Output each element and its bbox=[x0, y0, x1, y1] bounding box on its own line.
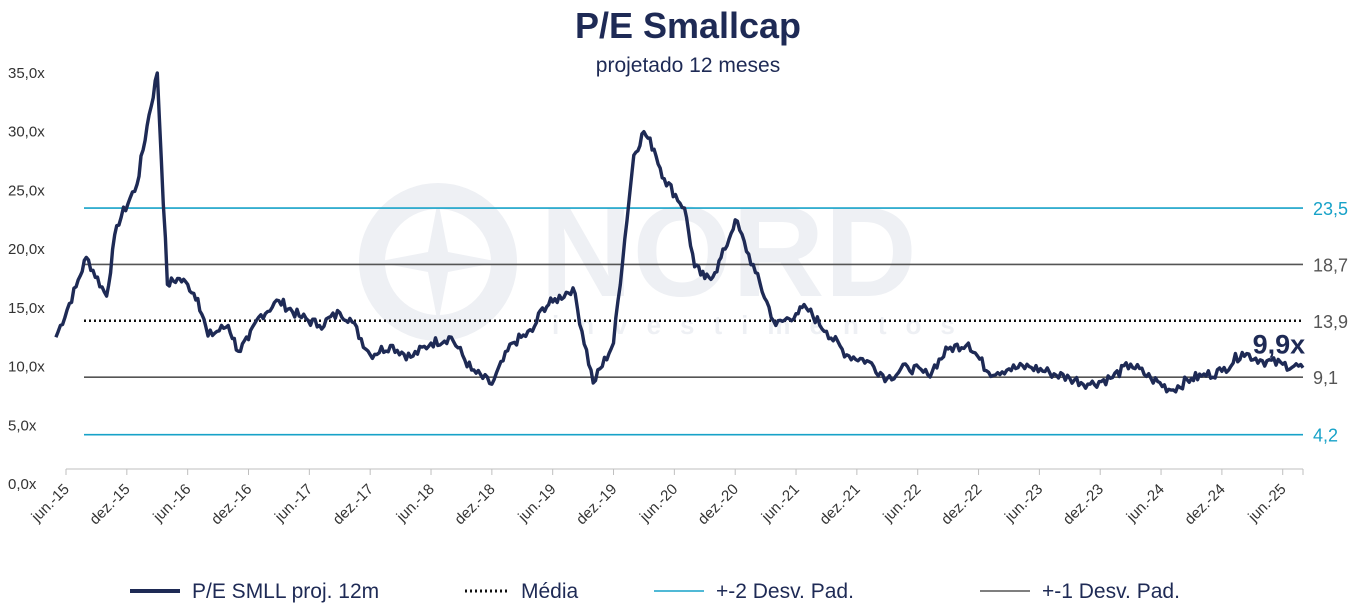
x-tick-label: jun.-23 bbox=[1001, 481, 1046, 526]
y-axis-ticks: 0,0x 5,0x 10,0x 15,0x 20,0x 25,0x 30,0x 35,0x bbox=[8, 65, 45, 493]
legend-label: P/E SMLL proj. 12m bbox=[192, 580, 379, 603]
x-tick-label: dez.-15 bbox=[86, 481, 133, 528]
y-tick-label: 30,0x bbox=[8, 124, 45, 141]
compass-star-icon bbox=[359, 183, 517, 341]
last-value-annotation: 9,9x bbox=[1253, 330, 1306, 360]
series-layer bbox=[54, 71, 1305, 394]
y-tick-label: 5,0x bbox=[8, 417, 37, 434]
watermark-subtext: investimentos bbox=[552, 310, 974, 340]
x-tick-label: jun.-17 bbox=[271, 481, 316, 526]
x-tick-label: dez.-21 bbox=[816, 481, 863, 528]
reference-line-label: 4,2 bbox=[1313, 426, 1338, 446]
chart-title: P/E Smallcap bbox=[575, 5, 801, 46]
reference-line-label: 9,1 bbox=[1313, 368, 1338, 388]
legend-label: Média bbox=[521, 580, 579, 603]
reference-line-label: 13,9 bbox=[1313, 312, 1348, 332]
x-tick-label: dez.-22 bbox=[938, 481, 985, 528]
x-tick-label: dez.-23 bbox=[1060, 481, 1107, 528]
x-tick-label: jun.-16 bbox=[149, 481, 194, 526]
x-tick-label: jun.-22 bbox=[879, 481, 924, 526]
y-tick-label: 10,0x bbox=[8, 359, 45, 376]
chart-legend: P/E SMLL proj. 12m Média +-2 Desv. Pad. +-1… bbox=[130, 580, 1180, 603]
x-tick-label: dez.-24 bbox=[1181, 481, 1228, 528]
x-tick-label: jun.-19 bbox=[514, 481, 559, 526]
y-tick-label: 25,0x bbox=[8, 182, 45, 199]
x-tick-label: jun.-21 bbox=[758, 481, 803, 526]
x-tick-label: jun.-24 bbox=[1123, 481, 1168, 526]
x-tick-label: dez.-17 bbox=[330, 481, 377, 528]
series-line-pe-smll bbox=[54, 71, 1305, 394]
reference-line-label: 23,5 bbox=[1313, 199, 1348, 219]
y-tick-label: 15,0x bbox=[8, 300, 45, 317]
x-tick-label: jun.-20 bbox=[636, 481, 681, 526]
nord-watermark: NORD investimentos bbox=[359, 181, 974, 341]
x-tick-label: dez.-18 bbox=[451, 481, 498, 528]
chart-subtitle: projetado 12 meses bbox=[596, 54, 780, 77]
x-axis-ticks: jun.-15 dez.-15 jun.-16 dez.-16 jun.-17 dez.-… bbox=[28, 469, 1304, 528]
x-tick-label: dez.-19 bbox=[573, 481, 620, 528]
watermark-text: NORD bbox=[540, 181, 917, 324]
x-tick-label: dez.-16 bbox=[208, 481, 255, 528]
y-tick-label: 20,0x bbox=[8, 241, 45, 258]
x-tick-label: jun.-25 bbox=[1244, 481, 1289, 526]
x-tick-label: dez.-20 bbox=[695, 481, 742, 528]
reference-line-label: 18,7 bbox=[1313, 255, 1348, 275]
legend-label: +-1 Desv. Pad. bbox=[1042, 580, 1180, 603]
reference-lines: 23,5 18,7 13,9 9,1 4,2 bbox=[84, 199, 1348, 446]
legend-label: +-2 Desv. Pad. bbox=[716, 580, 854, 603]
x-tick-label: jun.-18 bbox=[393, 481, 438, 526]
y-tick-label: 35,0x bbox=[8, 65, 45, 82]
y-tick-label: 0,0x bbox=[8, 476, 37, 493]
